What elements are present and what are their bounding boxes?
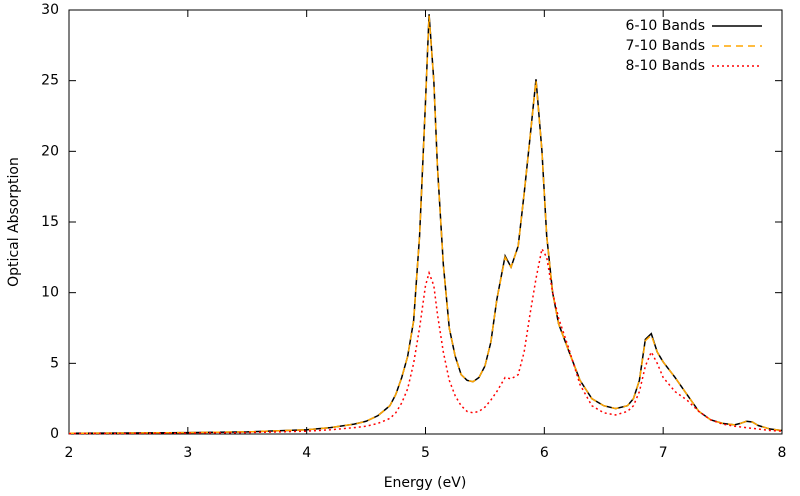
x-tick-label: 8 [778, 445, 787, 461]
y-tick-label: 20 [41, 143, 59, 159]
y-tick-label: 0 [50, 426, 59, 442]
y-tick-label: 30 [41, 2, 59, 18]
x-tick-label: 4 [302, 445, 311, 461]
y-tick-label: 5 [50, 355, 59, 371]
series-line [68, 246, 783, 435]
x-tick-label: 6 [540, 445, 549, 461]
x-tick-label: 5 [421, 445, 430, 461]
legend-label: 8-10 Bands [626, 58, 705, 74]
x-tick-label: 2 [65, 445, 74, 461]
legend-label: 6-10 Bands [626, 18, 705, 34]
x-axis-label: Energy (eV) [384, 475, 467, 491]
y-tick-label: 15 [41, 214, 59, 230]
y-tick-label: 10 [41, 285, 59, 301]
legend-label: 7-10 Bands [626, 38, 705, 54]
series-line [68, 14, 783, 435]
series-line [68, 15, 783, 435]
y-axis-label: Optical Absorption [6, 157, 22, 287]
x-tick-label: 7 [659, 445, 668, 461]
x-tick-label: 3 [183, 445, 192, 461]
y-tick-label: 25 [41, 73, 59, 89]
